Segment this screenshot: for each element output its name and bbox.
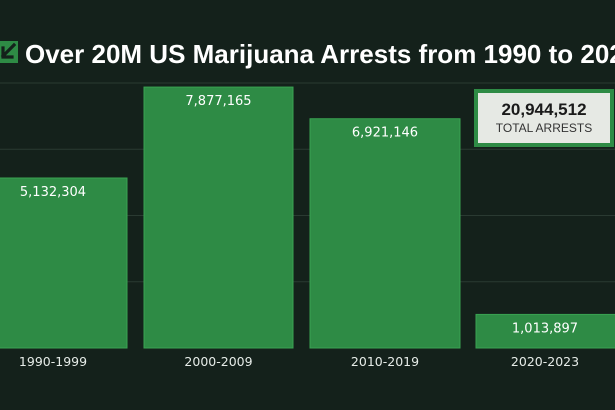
value-label-2000-2009: 7,877,165 <box>185 94 251 109</box>
category-label-2020-2023: 2020-2023 <box>511 354 579 369</box>
total-arrests-value: 20,944,512 <box>501 100 586 119</box>
title-row: Over 20M US Marijuana Arrests from 1990 … <box>0 39 615 69</box>
category-labels: 1990-1999 2000-2009 2010-2019 2020-2023 <box>19 354 579 369</box>
bar-2010-2019 <box>309 118 461 349</box>
chart-title: Over 20M US Marijuana Arrests from 1990 … <box>25 39 615 69</box>
bars <box>0 86 615 349</box>
category-label-1990-1999: 1990-1999 <box>19 354 87 369</box>
bar-1990-1999 <box>0 177 128 349</box>
value-label-1990-1999: 5,132,304 <box>20 185 86 200</box>
value-labels: 5,132,304 7,877,165 6,921,146 1,013,897 <box>20 94 578 336</box>
bar-2000-2009 <box>143 86 294 349</box>
arrow-down-left-icon <box>0 41 18 63</box>
value-label-2010-2019: 6,921,146 <box>352 126 418 141</box>
bar-2020-2023 <box>475 313 615 349</box>
total-arrests-label: TOTAL ARRESTS <box>496 121 592 135</box>
total-callout: 20,944,512 TOTAL ARRESTS <box>474 89 614 147</box>
value-label-2020-2023: 1,013,897 <box>512 321 578 336</box>
category-label-2000-2009: 2000-2009 <box>184 354 252 369</box>
category-label-2010-2019: 2010-2019 <box>351 354 419 369</box>
